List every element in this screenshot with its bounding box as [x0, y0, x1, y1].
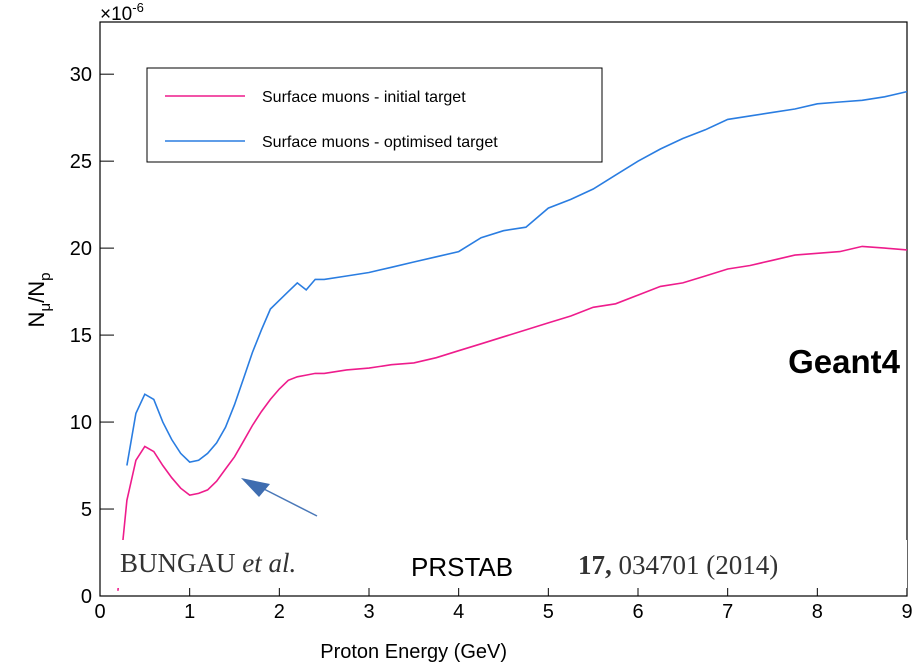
citation: BUNGAU et al.: [120, 548, 296, 578]
y-tick-label: 20: [70, 238, 92, 260]
citation-page: 034701 (2014): [619, 550, 779, 580]
citation-journal: PRSTAB: [411, 552, 513, 582]
x-tick-label: 4: [453, 601, 464, 623]
citation-volume: 17,: [578, 550, 612, 580]
series-line: [117, 245, 908, 591]
x-tick-label: 1: [184, 601, 195, 623]
arrow-line: [257, 485, 318, 517]
y-label-sub: μ: [37, 303, 54, 312]
legend: Surface muons - initial target Surface mu…: [165, 89, 498, 151]
x-tick-label: 5: [543, 601, 554, 623]
citation-author: BUNGAU: [120, 548, 236, 578]
y-tick-label: 25: [70, 151, 92, 173]
y-tick-label: 10: [70, 412, 92, 434]
y-tick-label: 30: [70, 64, 92, 86]
y-tick-label: 5: [81, 499, 92, 521]
series-line: [126, 90, 908, 466]
y-axis-label: Nμ/Np: [24, 273, 54, 328]
x-tick-label: 3: [363, 601, 374, 623]
x-tick-label: 2: [274, 601, 285, 623]
y-scale-base: ×10: [100, 4, 132, 25]
y-tick-label: 0: [81, 586, 92, 608]
x-axis-label: Proton Energy (GeV): [320, 641, 507, 663]
y-tick-label: 15: [70, 325, 92, 347]
y-label-sub: p: [37, 273, 54, 281]
citation-etal: et al.: [242, 548, 296, 578]
x-tick-label: 8: [812, 601, 823, 623]
legend-box: [146, 67, 603, 163]
y-label-part: N: [24, 312, 49, 328]
citation-ref: 17, 034701 (2014): [578, 550, 778, 580]
legend-label: Surface muons - initial target: [262, 89, 466, 106]
x-tick-label: 7: [722, 601, 733, 623]
y-label-part: /N: [24, 281, 49, 303]
x-tick-label: 6: [632, 601, 643, 623]
annotation: Geant4: [788, 343, 901, 380]
x-tick-label: 9: [901, 601, 912, 623]
x-tick-label: 0: [94, 601, 105, 623]
y-scale: ×10-6: [100, 0, 144, 25]
plot: 0 5 10 15 20 25 30 0 1 2 3 4 5 6 7 8 9: [70, 64, 913, 623]
y-scale-exp: -6: [132, 0, 144, 15]
citation-box: [106, 540, 907, 588]
plot-frame: [99, 21, 908, 597]
legend-label: Surface muons - optimised target: [262, 134, 498, 151]
arrow-head: [241, 478, 270, 497]
